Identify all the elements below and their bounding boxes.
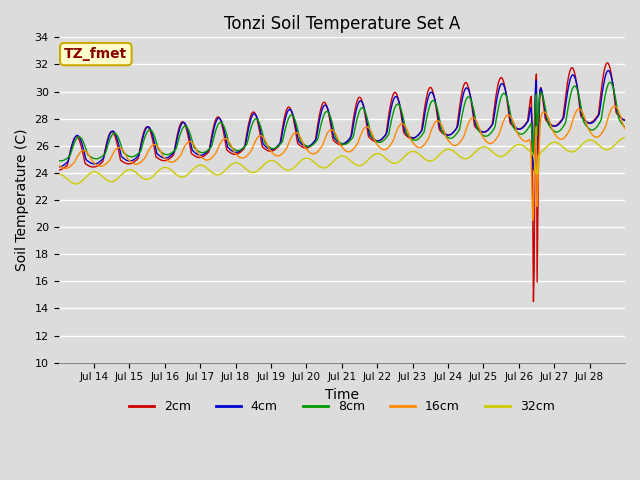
8cm bbox=[433, 104, 440, 109]
2cm bbox=[121, 160, 129, 166]
8cm bbox=[606, 79, 614, 85]
32cm bbox=[401, 153, 409, 159]
4cm bbox=[54, 164, 62, 170]
8cm bbox=[226, 143, 234, 148]
8cm bbox=[621, 124, 629, 130]
4cm bbox=[225, 146, 233, 152]
2cm bbox=[253, 117, 261, 123]
8cm bbox=[57, 158, 65, 164]
16cm bbox=[225, 139, 233, 145]
8cm bbox=[275, 142, 283, 148]
32cm bbox=[621, 135, 629, 141]
32cm bbox=[226, 163, 234, 168]
Legend: 2cm, 4cm, 8cm, 16cm, 32cm: 2cm, 4cm, 8cm, 16cm, 32cm bbox=[124, 395, 560, 418]
16cm bbox=[121, 151, 129, 156]
16cm bbox=[54, 162, 62, 168]
4cm bbox=[604, 68, 612, 73]
Text: TZ_fmet: TZ_fmet bbox=[64, 47, 127, 61]
16cm bbox=[401, 122, 408, 128]
Line: 8cm: 8cm bbox=[58, 82, 625, 161]
2cm bbox=[621, 117, 629, 122]
2cm bbox=[225, 149, 233, 155]
16cm bbox=[275, 153, 282, 159]
32cm bbox=[254, 168, 262, 173]
16cm bbox=[611, 103, 618, 109]
4cm bbox=[401, 126, 408, 132]
32cm bbox=[54, 171, 62, 177]
32cm bbox=[433, 155, 440, 160]
4cm bbox=[621, 118, 629, 123]
Line: 32cm: 32cm bbox=[58, 138, 625, 184]
4cm bbox=[432, 101, 440, 107]
4cm bbox=[121, 156, 129, 162]
8cm bbox=[401, 123, 409, 129]
2cm bbox=[401, 131, 408, 136]
2cm bbox=[275, 144, 282, 149]
Title: Tonzi Soil Temperature Set A: Tonzi Soil Temperature Set A bbox=[223, 15, 460, 33]
4cm bbox=[275, 142, 282, 148]
32cm bbox=[275, 162, 283, 168]
8cm bbox=[122, 152, 129, 157]
32cm bbox=[122, 168, 129, 174]
8cm bbox=[254, 117, 262, 123]
16cm bbox=[432, 119, 440, 124]
X-axis label: Time: Time bbox=[324, 388, 359, 402]
2cm bbox=[529, 299, 537, 304]
Line: 16cm: 16cm bbox=[58, 106, 625, 220]
16cm bbox=[621, 126, 629, 132]
2cm bbox=[54, 168, 62, 173]
16cm bbox=[529, 217, 536, 223]
Y-axis label: Soil Temperature (C): Soil Temperature (C) bbox=[15, 129, 29, 271]
32cm bbox=[72, 181, 79, 187]
Line: 2cm: 2cm bbox=[58, 63, 625, 301]
Line: 4cm: 4cm bbox=[58, 71, 625, 170]
2cm bbox=[432, 104, 440, 109]
4cm bbox=[253, 115, 261, 121]
16cm bbox=[253, 135, 261, 141]
2cm bbox=[604, 60, 611, 66]
4cm bbox=[529, 167, 537, 173]
8cm bbox=[54, 157, 62, 163]
